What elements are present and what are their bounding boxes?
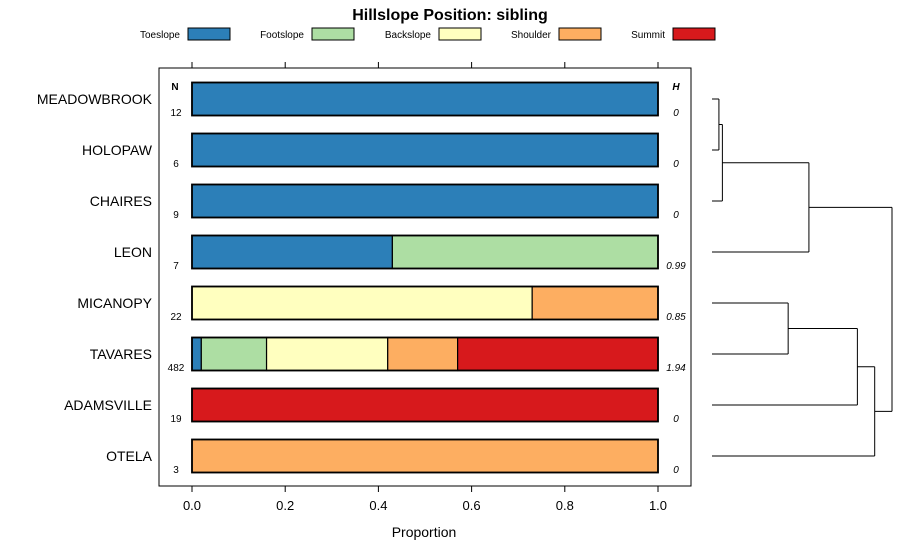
chart-title: Hillslope Position: sibling: [352, 7, 548, 24]
bar-outline-leon: [191, 234, 659, 270]
x-tick-label-3: 0.6: [463, 498, 481, 513]
bar-otela-shoulder: [191, 438, 659, 474]
row-label-otela: OTELA: [106, 448, 153, 464]
n-value-otela: 3: [173, 465, 179, 476]
legend-label-footslope: Footslope: [260, 30, 304, 41]
row-meadowbrook: MEADOWBROOK 12 0: [37, 81, 679, 119]
h-value-adamsville: 0: [673, 414, 679, 425]
h-value-tavares: 1.94: [666, 363, 686, 374]
legend-swatch-toeslope: [187, 27, 231, 41]
x-tick-label-0: 0.0: [183, 498, 201, 513]
h-value-chaires: 0: [673, 210, 679, 221]
bar-outline-chaires: [191, 183, 659, 219]
bar-outline-otela: [191, 438, 659, 474]
legend-swatch-backslope: [438, 27, 482, 41]
x-tick-label-5: 1.0: [649, 498, 667, 513]
row-label-meadowbrook: MEADOWBROOK: [37, 91, 153, 107]
n-value-leon: 7: [173, 261, 179, 272]
bar-micanopy-backslope: [191, 285, 533, 321]
n-value-adamsville: 19: [170, 414, 182, 425]
n-header: N: [171, 82, 178, 93]
bar-outline-meadowbrook: [191, 81, 659, 117]
legend: Toeslope Footslope Backslope Shoulder Summit: [140, 27, 716, 41]
bar-holopaw-toeslope: [191, 132, 659, 168]
h-header: H: [672, 82, 680, 93]
bar-outline-micanopy: [191, 285, 659, 321]
bar-outline-tavares: [191, 336, 659, 372]
x-tick-label-2: 0.4: [369, 498, 387, 513]
legend-label-summit: Summit: [631, 30, 665, 41]
row-micanopy: MICANOPY 22 0.85: [77, 285, 686, 323]
legend-label-backslope: Backslope: [385, 30, 432, 41]
h-value-leon: 0.99: [666, 261, 686, 272]
bar-tavares-summit: [457, 336, 659, 372]
plot-frame: [158, 67, 692, 487]
h-value-otela: 0: [673, 465, 679, 476]
row-label-adamsville: ADAMSVILLE: [64, 397, 152, 413]
n-value-holopaw: 6: [173, 159, 179, 170]
bar-tavares-shoulder: [387, 336, 459, 372]
bar-tavares-toeslope: [191, 336, 202, 372]
row-adamsville: ADAMSVILLE 19 0: [64, 387, 679, 425]
h-value-micanopy: 0.85: [666, 312, 686, 323]
row-leon: LEON 7 0.99: [114, 234, 686, 272]
row-label-tavares: TAVARES: [90, 346, 152, 362]
bar-outline-holopaw: [191, 132, 659, 168]
row-tavares: TAVARES 482 1.94: [90, 336, 686, 374]
legend-label-toeslope: Toeslope: [140, 30, 180, 41]
bar-tavares-backslope: [265, 336, 389, 372]
n-value-tavares: 482: [168, 363, 185, 374]
h-value-holopaw: 0: [673, 159, 679, 170]
bar-tavares-footslope: [200, 336, 268, 372]
bar-chaires-toeslope: [191, 183, 659, 219]
bar-leon-toeslope: [191, 234, 393, 270]
row-label-holopaw: HOLOPAW: [82, 142, 153, 158]
row-otela: OTELA 3 0: [106, 438, 679, 476]
bar-adamsville-summit: [191, 387, 659, 423]
dendrogram: [712, 98, 893, 457]
x-tick-label-1: 0.2: [276, 498, 294, 513]
legend-swatch-summit: [672, 27, 716, 41]
row-label-micanopy: MICANOPY: [77, 295, 152, 311]
row-label-chaires: CHAIRES: [90, 193, 152, 209]
legend-swatch-shoulder: [558, 27, 602, 41]
bar-leon-footslope: [391, 234, 659, 270]
x-axis-title: Proportion: [392, 524, 457, 540]
n-value-meadowbrook: 12: [170, 108, 182, 119]
bar-meadowbrook-toeslope: [191, 81, 659, 117]
n-value-micanopy: 22: [170, 312, 182, 323]
bar-outline-adamsville: [191, 387, 659, 423]
x-tick-label-4: 0.8: [556, 498, 574, 513]
row-holopaw: HOLOPAW 6 0: [82, 132, 679, 170]
bar-micanopy-shoulder: [531, 285, 659, 321]
h-value-meadowbrook: 0: [673, 108, 679, 119]
x-axis: 0.0 0.2 0.4 0.6 0.8 1.0: [183, 62, 667, 513]
legend-swatch-footslope: [311, 27, 355, 41]
legend-label-shoulder: Shoulder: [511, 30, 552, 41]
row-chaires: CHAIRES 9 0: [90, 183, 679, 221]
bar-rows: MEADOWBROOK 12 0 HOLOPAW 6 0 CHAIRES 9 0 LEON 7 0.9…: [37, 81, 686, 476]
n-value-chaires: 9: [173, 210, 179, 221]
row-label-leon: LEON: [114, 244, 152, 260]
